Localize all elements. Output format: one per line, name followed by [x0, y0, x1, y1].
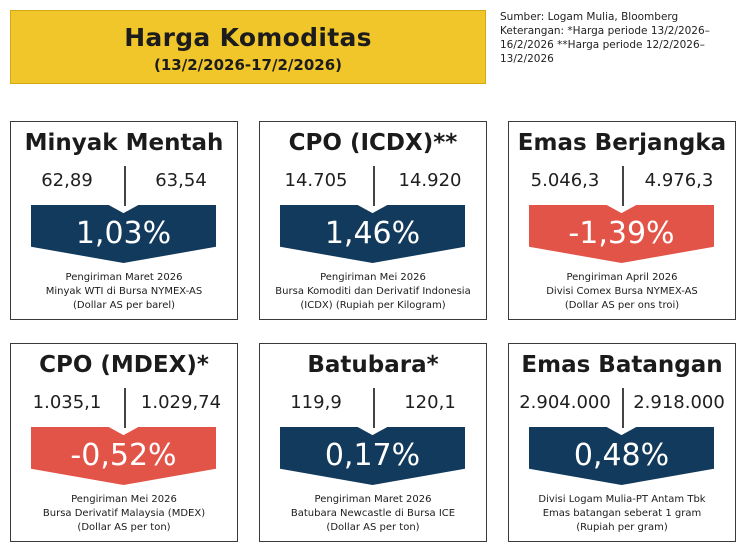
page-title: Harga Komoditas	[124, 23, 372, 52]
change-banner: 1,46%	[280, 205, 465, 263]
price-start: 119,9	[290, 392, 342, 413]
value-divider	[373, 166, 375, 206]
change-banner: -0,52%	[31, 427, 216, 485]
card-description: Divisi Logam Mulia-PT Antam Tbk Emas bat…	[513, 493, 731, 535]
price-values: 1.035,1 1.029,74	[11, 388, 237, 428]
price-values: 62,89 63,54	[11, 166, 237, 206]
source-note: Sumber: Logam Mulia, Bloomberg Keteranga…	[500, 10, 736, 66]
desc-line-2: Minyak WTI di Bursa NYMEX-AS	[45, 286, 203, 297]
value-divider	[622, 166, 624, 206]
price-end: 2.918.000	[633, 392, 725, 413]
change-banner: 0,17%	[280, 427, 465, 485]
price-end: 4.976,3	[644, 170, 714, 191]
price-end: 63,54	[155, 170, 207, 191]
value-divider	[124, 388, 126, 428]
card-cpo-icdx: CPO (ICDX)** 14.705 14.920 1,46% Pengiri…	[259, 121, 487, 320]
card-emas-batangan: Emas Batangan 2.904.000 2.918.000 0,48% …	[508, 343, 736, 542]
price-values: 2.904.000 2.918.000	[509, 388, 735, 428]
price-values: 5.046,3 4.976,3	[509, 166, 735, 206]
price-end: 14.920	[398, 170, 462, 191]
desc-line-1: Pengiriman Mei 2026	[71, 494, 177, 505]
desc-line-2: Emas batangan seberat 1 gram	[542, 508, 702, 519]
change-banner: 1,03%	[31, 205, 216, 263]
desc-line-3: (Dollar AS per ton)	[326, 522, 420, 533]
source-line-1: Sumber: Logam Mulia, Bloomberg	[500, 11, 679, 23]
desc-line-1: Pengiriman April 2026	[566, 272, 678, 283]
value-divider	[622, 388, 624, 428]
value-divider	[124, 166, 126, 206]
card-description: Pengiriman April 2026 Divisi Comex Bursa…	[513, 271, 731, 313]
desc-line-2: Bursa Derivatif Malaysia (MDEX)	[42, 508, 206, 519]
card-description: Pengiriman Mei 2026 Bursa Komoditi dan D…	[264, 271, 482, 313]
price-values: 119,9 120,1	[260, 388, 486, 428]
desc-line-1: Pengiriman Maret 2026	[65, 272, 183, 283]
change-banner: -1,39%	[529, 205, 714, 263]
card-batubara: Batubara* 119,9 120,1 0,17% Pengiriman M…	[259, 343, 487, 542]
source-line-4: 13/2/2026	[500, 53, 554, 65]
card-description: Pengiriman Mei 2026 Bursa Derivatif Mala…	[15, 493, 233, 535]
price-end: 1.029,74	[140, 392, 222, 413]
desc-line-3: (Dollar AS per barel)	[72, 300, 176, 311]
desc-line-2: Bursa Komoditi dan Derivatif Indonesia	[275, 286, 471, 297]
desc-line-2: Divisi Comex Bursa NYMEX-AS	[546, 286, 698, 297]
desc-line-1: Divisi Logam Mulia-PT Antam Tbk	[538, 494, 706, 505]
card-title: CPO (MDEX)*	[39, 352, 209, 378]
card-title: CPO (ICDX)**	[288, 130, 458, 156]
title-banner: Harga Komoditas (13/2/2026-17/2/2026)	[10, 10, 486, 84]
card-description: Pengiriman Maret 2026 Minyak WTI di Burs…	[15, 271, 233, 313]
change-banner: 0,48%	[529, 427, 714, 485]
card-description: Pengiriman Maret 2026 Batubara Newcastle…	[264, 493, 482, 535]
source-line-3: 16/2/2026 **Harga periode 12/2/2026–	[500, 39, 705, 51]
desc-line-3: (ICDX) (Rupiah per Kilogram)	[300, 300, 446, 311]
card-title: Emas Berjangka	[517, 130, 727, 156]
card-emas-berjangka: Emas Berjangka 5.046,3 4.976,3 -1,39% Pe…	[508, 121, 736, 320]
price-values: 14.705 14.920	[260, 166, 486, 206]
desc-line-1: Pengiriman Mei 2026	[320, 272, 426, 283]
desc-line-3: (Dollar AS per ton)	[77, 522, 171, 533]
card-title: Emas Batangan	[521, 352, 723, 378]
desc-line-3: (Rupiah per gram)	[576, 522, 668, 533]
card-title: Minyak Mentah	[24, 130, 224, 156]
card-minyak-mentah: Minyak Mentah 62,89 63,54 1,03% Pengirim…	[10, 121, 238, 320]
value-divider	[373, 388, 375, 428]
price-start: 14.705	[284, 170, 348, 191]
price-start: 5.046,3	[530, 170, 600, 191]
price-end: 120,1	[404, 392, 456, 413]
desc-line-3: (Dollar AS per ons troi)	[564, 300, 680, 311]
period-subtitle: (13/2/2026-17/2/2026)	[154, 56, 342, 74]
desc-line-2: Batubara Newcastle di Bursa ICE	[290, 508, 456, 519]
source-line-2: Keterangan: *Harga periode 13/2/2026–	[500, 25, 710, 37]
card-title: Batubara*	[307, 352, 439, 378]
card-cpo-mdex: CPO (MDEX)* 1.035,1 1.029,74 -0,52% Peng…	[10, 343, 238, 542]
price-start: 62,89	[41, 170, 93, 191]
price-start: 1.035,1	[32, 392, 102, 413]
price-start: 2.904.000	[519, 392, 611, 413]
desc-line-1: Pengiriman Maret 2026	[314, 494, 432, 505]
